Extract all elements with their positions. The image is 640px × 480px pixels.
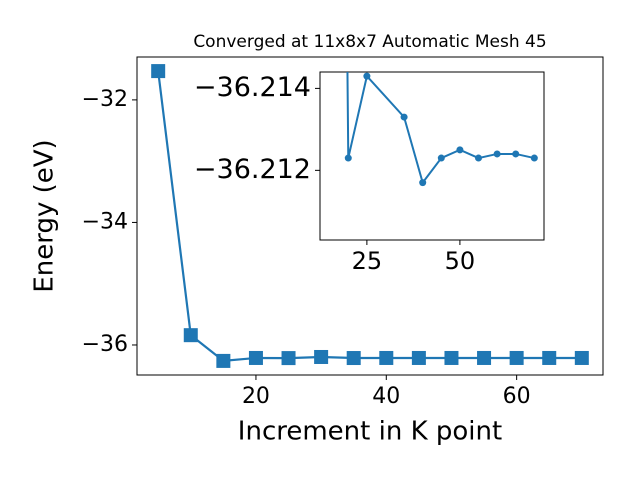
marker — [542, 350, 557, 365]
marker — [248, 350, 263, 365]
marker — [314, 349, 329, 364]
axes-background — [319, 71, 545, 241]
marker — [379, 350, 394, 365]
y-tick-label: −36 — [82, 332, 128, 357]
marker — [475, 154, 483, 162]
x-tick-label: 50 — [445, 247, 476, 275]
marker — [281, 351, 296, 366]
plot-area — [151, 64, 589, 368]
x-tick-label: 25 — [352, 247, 383, 275]
marker — [444, 350, 459, 365]
chart-title: Converged at 11x8x7 Automatic Mesh 45 — [193, 32, 546, 52]
x-tick-label: 60 — [503, 384, 531, 409]
y-tick-label: −32 — [82, 87, 128, 112]
y-axis-label: Energy (eV) — [30, 139, 60, 292]
marker — [437, 154, 445, 162]
marker — [574, 350, 589, 365]
x-axis-label: Increment in K point — [238, 417, 502, 447]
marker — [411, 350, 426, 365]
y-tick-label: −36.212 — [194, 154, 311, 185]
marker — [493, 150, 501, 158]
marker — [456, 146, 464, 154]
marker — [344, 154, 352, 162]
marker — [216, 353, 231, 368]
marker — [512, 150, 520, 158]
y-tick-label: −36.214 — [194, 72, 311, 103]
marker — [183, 328, 198, 343]
marker — [151, 64, 166, 79]
x-tick-label: 20 — [242, 384, 270, 409]
marker — [363, 72, 371, 80]
marker — [477, 350, 492, 365]
marker — [400, 113, 408, 121]
marker — [346, 351, 361, 366]
plot-area — [344, 72, 538, 187]
y-tick-label: −34 — [82, 209, 128, 234]
marker — [419, 179, 427, 187]
x-tick-label: 40 — [372, 384, 400, 409]
marker — [509, 350, 524, 365]
marker — [530, 154, 538, 162]
